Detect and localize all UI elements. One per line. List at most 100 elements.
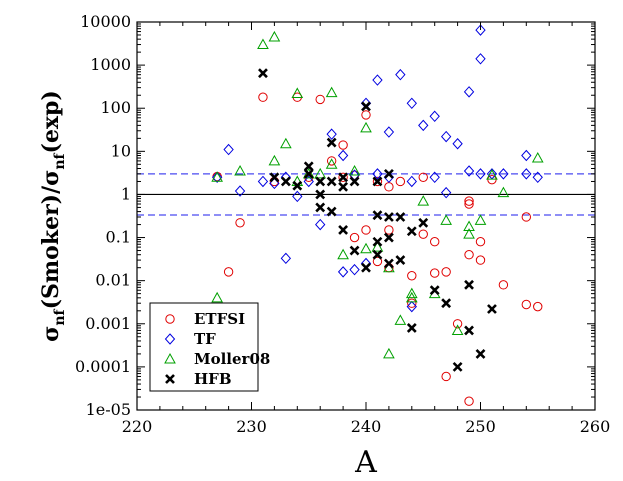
data-point-tf bbox=[498, 168, 509, 180]
data-series bbox=[211, 24, 544, 406]
data-point-hfb-stroke bbox=[349, 245, 360, 256]
x-axis: 220 230 240 250 260 bbox=[122, 22, 611, 436]
data-point-etfsi bbox=[407, 298, 417, 308]
data-point-tf bbox=[315, 218, 326, 231]
data-point-hfb-stroke bbox=[395, 255, 406, 266]
data-point-moller08 bbox=[211, 171, 223, 182]
data-point-hfb bbox=[383, 232, 394, 243]
data-point-hfb-stroke bbox=[326, 137, 337, 148]
y-tick-label: 100 bbox=[100, 98, 131, 117]
data-point-tf bbox=[418, 119, 429, 132]
data-point-hfb bbox=[383, 258, 394, 269]
legend-marker-tf bbox=[164, 333, 176, 345]
data-point-hfb-stroke bbox=[303, 168, 314, 179]
data-point-hfb-stroke bbox=[487, 304, 497, 314]
data-point-moller08 bbox=[463, 220, 475, 232]
data-point-hfb bbox=[475, 348, 486, 359]
data-point-moller08 bbox=[417, 195, 430, 206]
data-point-tf bbox=[452, 137, 463, 150]
x-tick-label: 230 bbox=[236, 417, 267, 436]
data-point-tf bbox=[463, 86, 475, 98]
legend-marker-etfsi bbox=[165, 314, 175, 324]
data-point-moller08 bbox=[291, 87, 304, 98]
data-point-etfsi bbox=[361, 225, 371, 235]
data-point-etfsi bbox=[521, 299, 531, 310]
legend-label-moller08: Moller08 bbox=[194, 350, 270, 368]
y-axis-title: σnf(Smoker)/σnf(exp) bbox=[38, 90, 68, 342]
data-point-etfsi bbox=[430, 268, 440, 278]
data-point-moller08 bbox=[371, 241, 384, 252]
data-point-tf bbox=[372, 74, 383, 86]
data-point-hfb-stroke bbox=[372, 210, 383, 221]
data-point-moller08 bbox=[325, 86, 338, 98]
data-point-etfsi bbox=[395, 176, 406, 187]
data-point-tf bbox=[326, 128, 337, 140]
data-point-tf bbox=[521, 168, 532, 180]
data-point-hfb bbox=[441, 298, 452, 309]
data-point-tf bbox=[463, 165, 475, 177]
data-point-moller08 bbox=[360, 242, 372, 254]
data-point-tf bbox=[223, 143, 234, 156]
y-axis: 1e-05 0.0001 0.001 0.01 0.1 1 10 100 1000 10000 bbox=[75, 12, 595, 419]
data-point-moller08 bbox=[405, 287, 418, 299]
data-point-hfb-stroke bbox=[338, 225, 349, 235]
data-point-etfsi bbox=[430, 237, 440, 247]
data-point-etfsi bbox=[521, 212, 531, 222]
data-point-hfb bbox=[361, 262, 371, 273]
data-point-hfb-stroke bbox=[303, 161, 314, 172]
data-point-hfb-stroke bbox=[338, 172, 349, 183]
data-point-hfb bbox=[395, 212, 406, 222]
data-point-hfb-stroke bbox=[383, 168, 394, 179]
data-point-tf bbox=[383, 126, 395, 138]
y-tick-label: 10 bbox=[111, 141, 131, 160]
data-point-hfb bbox=[269, 172, 280, 183]
data-point-hfb-stroke bbox=[406, 226, 417, 237]
data-point-tf bbox=[337, 149, 349, 162]
data-point-moller08 bbox=[302, 167, 315, 179]
data-point-etfsi bbox=[487, 174, 497, 185]
data-point-etfsi bbox=[372, 176, 383, 187]
data-point-etfsi bbox=[338, 172, 348, 182]
data-point-etfsi bbox=[361, 110, 371, 120]
data-point-tf bbox=[406, 300, 417, 313]
legend-marker-hfb bbox=[165, 374, 175, 384]
data-point-etfsi bbox=[315, 94, 325, 105]
data-point-hfb-stroke bbox=[292, 180, 303, 191]
data-point-etfsi bbox=[326, 156, 337, 166]
data-point-hfb bbox=[383, 212, 394, 222]
data-point-moller08 bbox=[383, 347, 395, 359]
data-point-tf bbox=[521, 149, 532, 162]
legend-marker-hfb-stroke bbox=[165, 374, 175, 384]
data-point-etfsi bbox=[418, 229, 428, 239]
data-point-hfb-stroke bbox=[464, 279, 474, 290]
data-point-etfsi bbox=[349, 232, 360, 243]
data-point-moller08 bbox=[486, 169, 498, 180]
x-tick-label: 260 bbox=[580, 417, 611, 436]
data-point-hfb-stroke bbox=[383, 212, 394, 222]
data-point-hfb bbox=[326, 176, 337, 187]
data-point-hfb bbox=[487, 304, 497, 314]
data-point-tf bbox=[406, 97, 417, 110]
data-point-tf bbox=[292, 190, 303, 203]
data-point-hfb bbox=[315, 189, 326, 200]
data-point-hfb-stroke bbox=[372, 236, 383, 247]
data-point-moller08 bbox=[474, 214, 487, 225]
data-point-tf bbox=[280, 252, 292, 265]
y-tick-label: 0.1 bbox=[106, 228, 131, 247]
data-point-hfb-stroke bbox=[315, 202, 326, 213]
data-point-hfb bbox=[361, 101, 371, 112]
x-tick-label: 250 bbox=[465, 417, 496, 436]
data-point-hfb-stroke bbox=[315, 189, 326, 200]
data-point-moller08 bbox=[280, 137, 292, 149]
legend-label-hfb: HFB bbox=[194, 370, 232, 388]
data-point-hfb bbox=[464, 279, 474, 290]
data-point-hfb bbox=[372, 210, 383, 221]
data-point-hfb bbox=[383, 168, 394, 179]
data-point-etfsi bbox=[464, 250, 474, 260]
data-point-etfsi bbox=[384, 225, 394, 235]
data-point-hfb-stroke bbox=[383, 232, 394, 243]
data-point-hfb bbox=[258, 68, 268, 79]
y-tick-label: 1000 bbox=[90, 55, 131, 74]
data-point-hfb-stroke bbox=[315, 176, 326, 187]
